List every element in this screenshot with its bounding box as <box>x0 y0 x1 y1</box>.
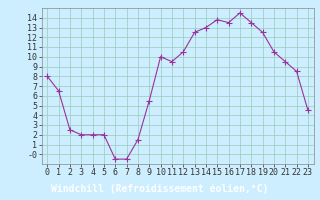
Text: Windchill (Refroidissement éolien,°C): Windchill (Refroidissement éolien,°C) <box>51 184 269 194</box>
